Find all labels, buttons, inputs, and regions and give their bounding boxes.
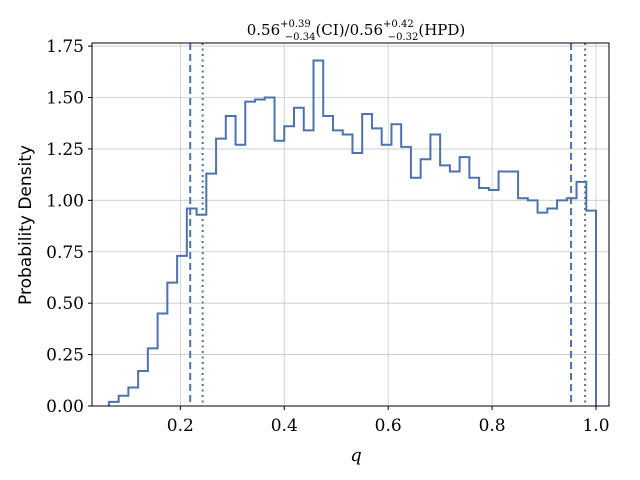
title-hpd-plus: +0.42 — [383, 19, 414, 30]
x-tick-label: 0.4 — [271, 416, 298, 436]
y-tick-label: 1.25 — [46, 140, 84, 160]
x-tick-label: 1.0 — [582, 416, 609, 436]
title-ci-label: (CI)/ — [315, 21, 350, 39]
plot-frame — [91, 42, 610, 407]
y-tick-label: 0.25 — [46, 346, 84, 366]
histogram — [107, 59, 598, 406]
grid — [92, 43, 609, 407]
x-tick-label: 0.2 — [167, 416, 194, 436]
x-axis-title: q — [350, 445, 362, 466]
title-ci-plus: +0.39 — [280, 19, 311, 30]
y-tick-label: 0.00 — [46, 397, 84, 417]
title-hpd-label: (HPD) — [418, 21, 465, 39]
title-hpd-minus: −0.32 — [388, 32, 419, 43]
y-tick-label: 0.75 — [46, 243, 84, 263]
interval-lines — [189, 43, 587, 406]
title-median-hpd: 0.56 — [350, 21, 383, 39]
x-tick-label: 0.6 — [375, 416, 402, 436]
x-axis: 0.2 0.4 0.6 0.8 1.0 — [167, 406, 610, 436]
title-ci-minus: −0.34 — [285, 32, 316, 43]
histogram-step-line — [107, 59, 598, 406]
y-tick-label: 0.50 — [46, 294, 84, 314]
y-tick-label: 1.00 — [46, 191, 84, 211]
y-tick-label: 1.50 — [46, 89, 84, 109]
title-median-ci: 0.56 — [247, 21, 280, 39]
y-axis-title: Probability Density — [16, 145, 36, 305]
x-tick-label: 0.8 — [479, 416, 506, 436]
y-axis: 0.00 0.25 0.50 0.75 1.00 1.25 1.50 1.75 — [46, 37, 92, 417]
y-tick-label: 1.75 — [46, 37, 84, 57]
chart-title: 0.56+0.39 −0.34(CI)/0.56+0.42 −0.32(HPD) — [247, 19, 466, 43]
